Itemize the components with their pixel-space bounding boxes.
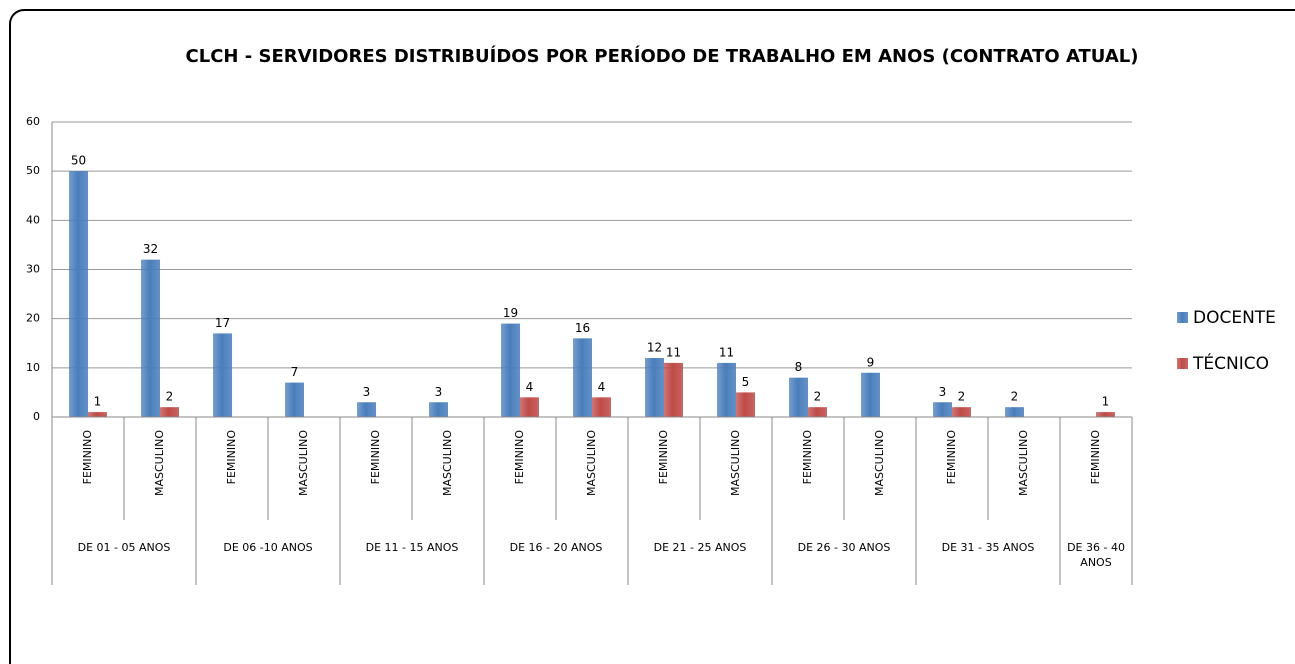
group-label: DE 36 - 40 ANOS xyxy=(1067,541,1125,569)
x-tick-label: FEMININO xyxy=(369,430,382,485)
y-tick-label: 60 xyxy=(26,115,40,128)
data-label: 32 xyxy=(143,242,158,256)
data-label: 19 xyxy=(503,306,518,320)
bar xyxy=(520,397,539,417)
chart-border xyxy=(9,9,1295,664)
legend-label: DOCENTE xyxy=(1193,308,1276,328)
data-label: 11 xyxy=(666,345,681,359)
bar xyxy=(861,372,880,417)
x-tick-label: FEMININO xyxy=(801,430,814,485)
bar xyxy=(808,407,827,417)
y-tick-label: 0 xyxy=(33,410,40,423)
bar xyxy=(160,407,179,417)
bar xyxy=(69,171,88,417)
data-label: 16 xyxy=(575,321,590,335)
y-tick-label: 30 xyxy=(26,263,40,276)
data-label: 3 xyxy=(435,385,443,399)
bar xyxy=(357,402,376,417)
data-label: 11 xyxy=(719,345,734,359)
bar xyxy=(573,338,592,417)
x-tick-label: MASCULINO xyxy=(153,430,166,496)
x-tick-label: MASCULINO xyxy=(873,430,886,496)
data-label: 2 xyxy=(814,390,822,404)
bar xyxy=(501,323,520,417)
x-tick-label: MASCULINO xyxy=(729,430,742,496)
group-label: DE 31 - 35 ANOS xyxy=(941,541,1035,554)
data-label: 9 xyxy=(867,355,875,369)
x-tick-label: MASCULINO xyxy=(585,430,598,496)
bar xyxy=(717,362,736,417)
x-tick-label: FEMININO xyxy=(1089,430,1102,485)
bar xyxy=(952,407,971,417)
y-tick-label: 50 xyxy=(26,164,40,177)
group-label: DE 11 - 15 ANOS xyxy=(365,541,459,554)
data-label: 2 xyxy=(166,390,174,404)
y-tick-label: 10 xyxy=(26,361,40,374)
data-label: 1 xyxy=(94,395,102,409)
group-label: DE 16 - 20 ANOS xyxy=(509,541,603,554)
bar xyxy=(933,402,952,417)
data-label: 2 xyxy=(958,390,966,404)
x-tick-label: FEMININO xyxy=(513,430,526,485)
data-label: 17 xyxy=(215,316,230,330)
data-label: 1 xyxy=(1102,395,1110,409)
group-label: DE 01 - 05 ANOS xyxy=(77,541,171,554)
bar xyxy=(141,259,160,417)
chart-title: CLCH - SERVIDORES DISTRIBUÍDOS POR PERÍO… xyxy=(186,45,1139,67)
data-label: 5 xyxy=(742,375,750,389)
x-tick-label: FEMININO xyxy=(657,430,670,485)
bar xyxy=(88,412,107,417)
data-label: 4 xyxy=(526,380,534,394)
x-tick-label: FEMININO xyxy=(945,430,958,485)
data-label: 7 xyxy=(291,365,299,379)
x-tick-label: MASCULINO xyxy=(297,430,310,496)
y-tick-label: 20 xyxy=(26,312,40,325)
data-label: 2 xyxy=(1011,390,1019,404)
data-label: 8 xyxy=(795,360,803,374)
bar xyxy=(429,402,448,417)
bar xyxy=(285,382,304,417)
x-tick-label: MASCULINO xyxy=(441,430,454,496)
data-label: 3 xyxy=(939,385,947,399)
group-label: DE 21 - 25 ANOS xyxy=(653,541,747,554)
data-label: 50 xyxy=(71,154,86,168)
data-label: 3 xyxy=(363,385,371,399)
bar xyxy=(1005,407,1024,417)
legend-swatch xyxy=(1177,358,1188,369)
data-label: 12 xyxy=(647,341,662,355)
bar xyxy=(592,397,611,417)
x-tick-label: FEMININO xyxy=(225,430,238,485)
bar xyxy=(664,362,683,417)
bar xyxy=(789,377,808,417)
x-tick-label: FEMININO xyxy=(81,430,94,485)
bar xyxy=(1096,412,1115,417)
group-label: DE 26 - 30 ANOS xyxy=(797,541,891,554)
bar xyxy=(645,358,664,417)
legend-label: TÉCNICO xyxy=(1192,352,1269,374)
legend-swatch xyxy=(1177,312,1188,323)
group-label: DE 06 -10 ANOS xyxy=(223,541,313,554)
bar xyxy=(213,333,232,417)
bar xyxy=(736,392,755,417)
x-tick-label: MASCULINO xyxy=(1017,430,1030,496)
y-tick-label: 40 xyxy=(26,213,40,226)
data-label: 4 xyxy=(598,380,606,394)
